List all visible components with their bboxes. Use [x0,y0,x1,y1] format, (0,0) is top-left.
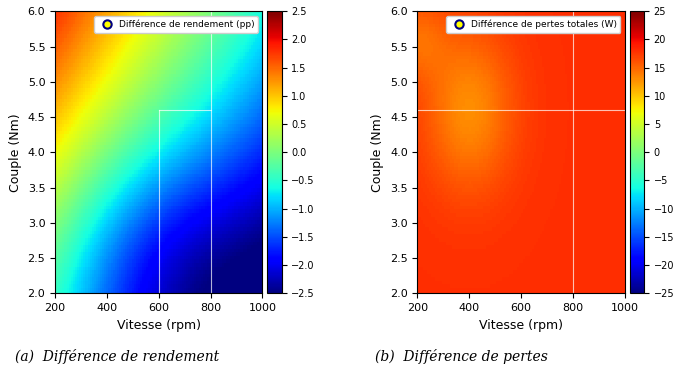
Y-axis label: Couple (Nm): Couple (Nm) [9,113,22,192]
X-axis label: Vitesse (rpm): Vitesse (rpm) [117,318,201,332]
X-axis label: Vitesse (rpm): Vitesse (rpm) [479,318,563,332]
Text: (b)  Différence de pertes: (b) Différence de pertes [374,349,548,364]
Y-axis label: Couple (Nm): Couple (Nm) [372,113,385,192]
Legend: Différence de pertes totales (W): Différence de pertes totales (W) [447,16,621,32]
Text: (a)  Différence de rendement: (a) Différence de rendement [15,349,219,364]
Legend: Différence de rendement (pp): Différence de rendement (pp) [94,16,258,32]
